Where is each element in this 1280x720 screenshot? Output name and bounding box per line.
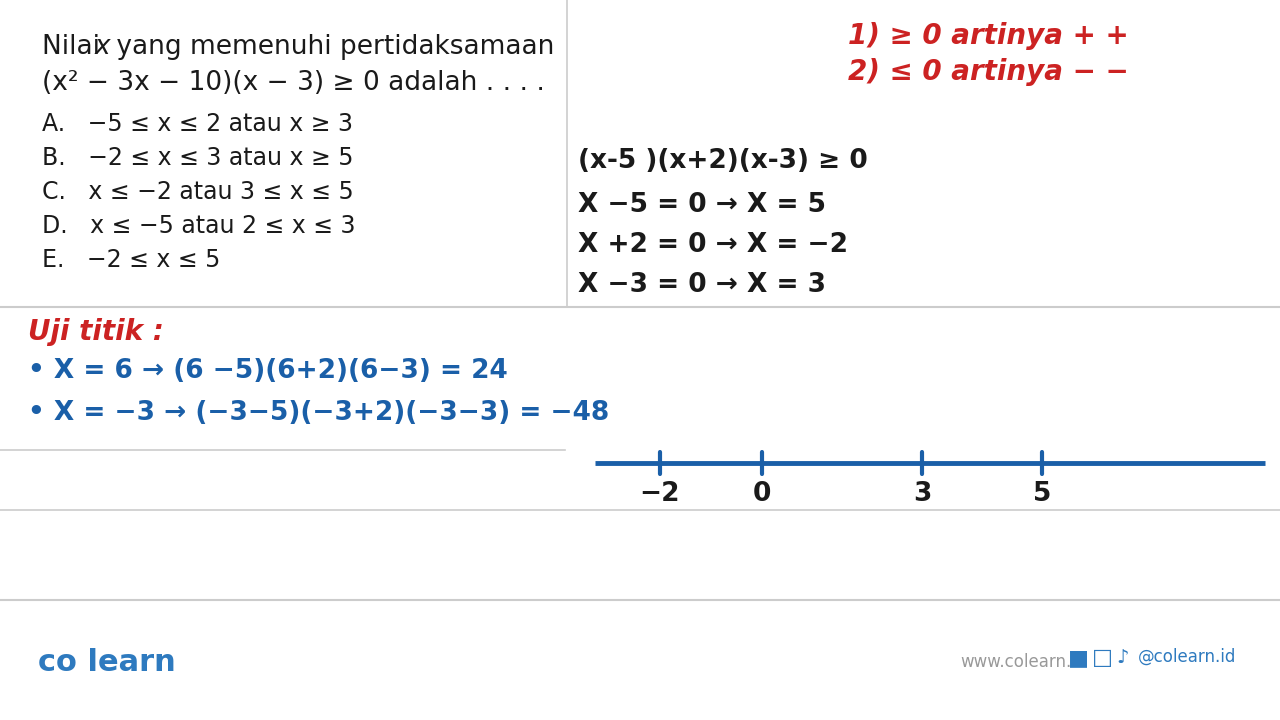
Text: • X = −3 → (−3−5)(−3+2)(−3−3) = −48: • X = −3 → (−3−5)(−3+2)(−3−3) = −48: [28, 400, 609, 426]
Text: D.   x ≤ −5 atau 2 ≤ x ≤ 3: D. x ≤ −5 atau 2 ≤ x ≤ 3: [42, 214, 356, 238]
Text: −2: −2: [640, 481, 680, 507]
Text: • X = 6 → (6 −5)(6+2)(6−3) = 24: • X = 6 → (6 −5)(6+2)(6−3) = 24: [28, 358, 508, 384]
Text: Uji titik :: Uji titik :: [28, 318, 164, 346]
Text: co learn: co learn: [38, 648, 175, 677]
Text: □: □: [1092, 648, 1114, 668]
Text: X +2 = 0 → X = −2: X +2 = 0 → X = −2: [579, 232, 849, 258]
Text: 0: 0: [753, 481, 771, 507]
Text: yang memenuhi pertidaksamaan: yang memenuhi pertidaksamaan: [108, 34, 554, 60]
Text: www.colearn.id: www.colearn.id: [960, 653, 1087, 671]
Text: (x² − 3x − 10)(x − 3) ≥ 0 adalah . . . .: (x² − 3x − 10)(x − 3) ≥ 0 adalah . . . .: [42, 70, 545, 96]
Text: A.   −5 ≤ x ≤ 2 atau x ≥ 3: A. −5 ≤ x ≤ 2 atau x ≥ 3: [42, 112, 353, 136]
Text: C.   x ≤ −2 atau 3 ≤ x ≤ 5: C. x ≤ −2 atau 3 ≤ x ≤ 5: [42, 180, 353, 204]
Text: 3: 3: [913, 481, 931, 507]
Text: ♪: ♪: [1116, 648, 1129, 667]
Text: ■: ■: [1068, 648, 1089, 668]
Text: X −3 = 0 → X = 3: X −3 = 0 → X = 3: [579, 272, 826, 298]
Text: 1) ≥ 0 artinya + +: 1) ≥ 0 artinya + +: [849, 22, 1129, 50]
Text: 5: 5: [1033, 481, 1051, 507]
Text: x: x: [95, 34, 110, 60]
Text: B.   −2 ≤ x ≤ 3 atau x ≥ 5: B. −2 ≤ x ≤ 3 atau x ≥ 5: [42, 146, 353, 170]
Text: @colearn.id: @colearn.id: [1138, 648, 1236, 666]
Text: E.   −2 ≤ x ≤ 5: E. −2 ≤ x ≤ 5: [42, 248, 220, 272]
Text: X −5 = 0 → X = 5: X −5 = 0 → X = 5: [579, 192, 826, 218]
Text: 2) ≤ 0 artinya − −: 2) ≤ 0 artinya − −: [849, 58, 1129, 86]
Text: Nilai: Nilai: [42, 34, 109, 60]
Text: (x-5 )(x+2)(x-3) ≥ 0: (x-5 )(x+2)(x-3) ≥ 0: [579, 148, 868, 174]
